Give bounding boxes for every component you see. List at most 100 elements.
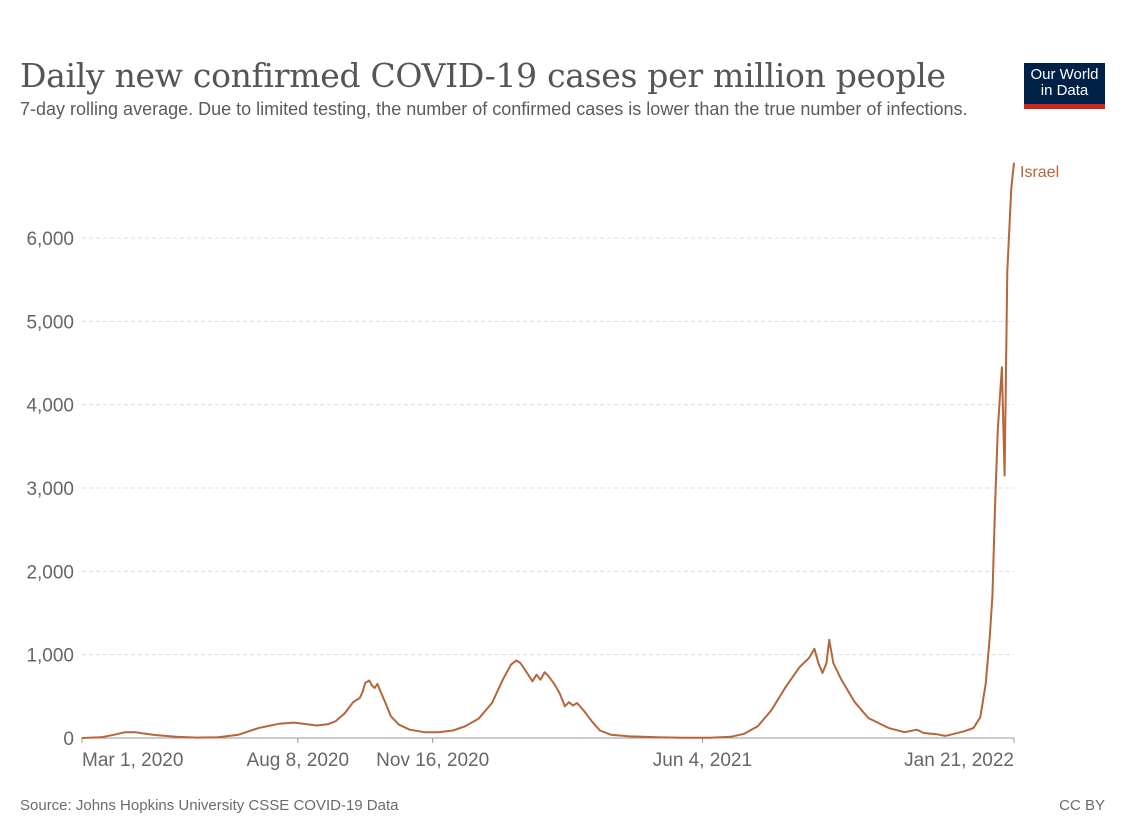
data-point	[808, 657, 810, 659]
grid-layer	[82, 237, 1014, 656]
data-point	[293, 722, 295, 724]
data-point	[175, 736, 177, 738]
data-point	[1002, 420, 1004, 422]
series-label: Israel	[1020, 164, 1059, 181]
x-tick-label: Jan 21, 2022	[904, 750, 1014, 771]
data-point	[361, 691, 364, 693]
data-point	[398, 724, 400, 726]
data-point	[1004, 474, 1006, 477]
data-point	[553, 683, 555, 685]
data-point	[743, 733, 745, 735]
data-point	[599, 729, 601, 732]
data-point	[519, 662, 522, 664]
y-tick-label: 6,000	[26, 229, 74, 250]
x-axis: Mar 1, 2020 Aug 8, 2020 Nov 16, 2020 Jun 4,…	[81, 737, 1015, 771]
data-point	[1006, 270, 1008, 272]
data-point	[627, 735, 629, 737]
data-point	[155, 734, 157, 736]
x-tick-label: Jun 4, 2021	[653, 750, 752, 771]
logo-line-2: in Data	[1040, 82, 1089, 99]
data-point	[979, 716, 981, 718]
data-point	[424, 731, 426, 733]
data-point	[548, 675, 550, 677]
data-point	[135, 731, 137, 733]
data-point	[576, 702, 578, 704]
data-point	[828, 639, 830, 641]
data-point	[591, 720, 593, 722]
data-point	[437, 731, 439, 733]
source-note[interactable]: Source: Johns Hopkins University CSSE CO…	[20, 797, 399, 814]
data-point	[364, 682, 366, 684]
data-point	[936, 733, 938, 735]
y-tick-label: 2,000	[26, 562, 74, 583]
data-point	[452, 729, 454, 732]
y-tick-label: 3,000	[26, 479, 74, 500]
data-point	[409, 729, 411, 731]
data-point	[888, 727, 890, 729]
x-tick-label: Aug 8, 2020	[247, 750, 349, 771]
data-point	[904, 731, 906, 733]
data-point	[464, 725, 466, 727]
data-point	[972, 727, 975, 729]
data-point	[100, 736, 102, 738]
y-tick-label: 5,000	[26, 312, 74, 333]
data-point	[544, 671, 546, 673]
license-link[interactable]: CC BY	[1059, 797, 1105, 814]
data-point	[359, 697, 361, 699]
data-point	[558, 692, 561, 694]
data-point	[384, 702, 387, 704]
y-tick-label: 4,000	[26, 396, 74, 417]
data-point	[825, 662, 828, 664]
data-point	[583, 709, 585, 712]
chart-subtitle: 7-day rolling average. Due to limited te…	[20, 99, 968, 119]
data-point	[502, 679, 504, 681]
data-point	[515, 659, 517, 662]
y-tick-label: 1,000	[26, 646, 74, 667]
data-point	[535, 674, 538, 676]
data-point	[379, 689, 381, 692]
data-point	[564, 705, 566, 707]
series-layer: Israel	[81, 162, 1059, 739]
data-point	[326, 723, 329, 725]
data-point	[770, 709, 772, 712]
y-axis: 0 1,000 2,000 3,000 4,000 5,000 6,000	[26, 229, 74, 750]
data-point	[352, 701, 354, 703]
data-point	[344, 712, 346, 714]
data-point	[371, 684, 373, 687]
data-point	[477, 718, 480, 720]
data-point	[368, 679, 370, 682]
data-point	[124, 731, 126, 733]
data-point	[376, 683, 378, 685]
data-point	[730, 736, 732, 738]
data-point	[709, 737, 712, 739]
data-point	[1001, 366, 1003, 368]
data-point	[196, 737, 198, 739]
data-point	[217, 736, 219, 738]
data-point	[989, 637, 991, 639]
x-tick-label: Nov 16, 2020	[376, 750, 489, 771]
data-point	[867, 717, 869, 719]
y-tick-label: 0	[63, 729, 74, 750]
owid-logo[interactable]: Our World in Data	[1024, 63, 1105, 109]
data-point	[1013, 162, 1015, 164]
data-point	[821, 672, 824, 674]
data-point	[258, 727, 260, 729]
data-point	[568, 701, 570, 703]
data-point	[997, 429, 999, 431]
data-point	[531, 680, 534, 682]
data-point	[999, 387, 1002, 389]
data-point	[854, 701, 856, 703]
data-point	[832, 662, 834, 664]
data-point	[237, 734, 240, 736]
data-point	[316, 724, 318, 727]
data-point	[610, 734, 612, 736]
data-point	[991, 595, 994, 597]
data-point	[1010, 187, 1012, 189]
chart-title: Daily new confirmed COVID-19 cases per m…	[20, 56, 946, 95]
data-point	[510, 664, 512, 666]
data-point	[81, 737, 83, 739]
data-point	[840, 679, 843, 681]
data-point	[817, 662, 820, 664]
data-point	[813, 648, 816, 650]
